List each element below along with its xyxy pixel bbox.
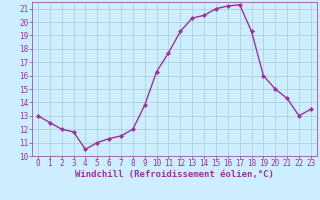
X-axis label: Windchill (Refroidissement éolien,°C): Windchill (Refroidissement éolien,°C) [75,170,274,179]
